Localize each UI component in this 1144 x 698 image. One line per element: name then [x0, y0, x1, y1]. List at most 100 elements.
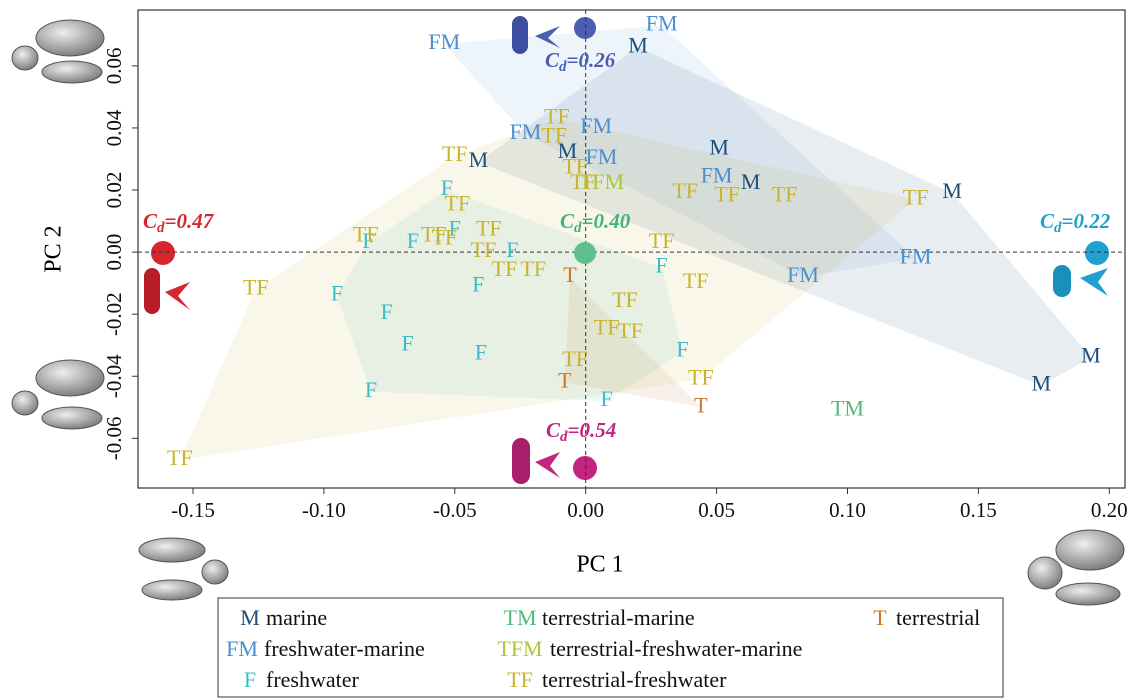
point-marker: M	[469, 147, 489, 172]
annotation-part: d	[560, 429, 568, 445]
cd-annotation: Cd=0.26	[545, 48, 616, 76]
annotation-part: C	[143, 209, 158, 233]
point-marker: FM	[580, 113, 612, 138]
x-tick-label: 0.05	[698, 498, 735, 522]
point-marker: T	[694, 392, 708, 417]
y-axis-label: PC 2	[41, 225, 67, 272]
cd-annotation: Cd=0.40	[560, 209, 631, 237]
point-marker: TF	[520, 256, 546, 281]
point-marker: TF	[442, 141, 468, 166]
point-marker: TF	[544, 104, 570, 129]
point-marker: FM	[900, 243, 932, 268]
point-marker: M	[741, 169, 761, 194]
center-icon	[574, 242, 596, 264]
point-marker: TF	[541, 122, 567, 147]
cd-annotation: Cd=0.47	[143, 209, 215, 237]
point-marker: F	[676, 336, 688, 361]
point-marker: T	[558, 368, 572, 393]
point-marker: TF	[476, 215, 502, 240]
point-marker: F	[407, 228, 419, 253]
legend-marker: M	[240, 605, 260, 630]
point-marker: TF	[431, 225, 457, 250]
legend-label: terrestrial-marine	[542, 605, 695, 630]
legend-label: terrestrial-freshwater-marine	[550, 636, 802, 661]
y-tick-label: -0.06	[102, 416, 126, 460]
shape-icons	[11, 19, 1125, 606]
x-tick-label: -0.05	[433, 498, 477, 522]
legend-label: marine	[266, 605, 327, 630]
y-tick-label: 0.02	[102, 172, 126, 209]
point-marker: TF	[243, 274, 269, 299]
hulls	[179, 25, 1091, 461]
point-marker: F	[472, 271, 484, 296]
y-tick-label: -0.02	[102, 292, 126, 336]
y-tick-label: -0.04	[102, 354, 126, 398]
point-marker: F	[402, 330, 414, 355]
point-marker: TM	[831, 395, 864, 420]
annotation-part: d	[559, 59, 567, 75]
point-marker: TF	[683, 268, 709, 293]
legend-label: terrestrial-freshwater	[542, 667, 727, 692]
point-marker: TF	[562, 153, 588, 178]
point-marker: F	[601, 386, 613, 411]
point-marker: TF	[471, 237, 497, 262]
point-marker: TF	[612, 287, 638, 312]
point-marker: TF	[167, 445, 193, 470]
annotation-part: d	[157, 220, 165, 236]
x-axis-label: PC 1	[576, 552, 623, 578]
legend-marker: F	[244, 667, 256, 692]
point-marker: TF	[570, 169, 596, 194]
point-marker: F	[449, 215, 461, 240]
annotation-part: d	[574, 220, 582, 236]
x-tick-label: -0.10	[302, 498, 346, 522]
cd-annotation: Cd=0.22	[1040, 209, 1111, 237]
legend-frame	[217, 597, 1004, 698]
point-marker: TF	[714, 181, 740, 206]
group-hull	[179, 118, 916, 461]
annotation-part: =0.26	[567, 48, 616, 72]
point-marker: TF	[649, 228, 675, 253]
legend-label: terrestrial	[896, 605, 980, 630]
point-marker: TF	[617, 318, 643, 343]
annotation-part: C	[560, 209, 575, 233]
point-marker: TF	[562, 346, 588, 371]
cd-annotation: Cd=0.54	[546, 418, 616, 446]
annotation-part: =0.40	[582, 209, 631, 233]
annotation-part: =0.47	[165, 209, 215, 233]
point-marker: TF	[353, 222, 379, 247]
point-marker: M	[628, 32, 648, 57]
group-hull	[444, 25, 916, 277]
legend-marker: FM	[226, 636, 258, 661]
annotation-part: C	[545, 48, 560, 72]
legend-marker: TM	[504, 605, 537, 630]
annotation-part: d	[1054, 220, 1062, 236]
point-marker: FM	[701, 163, 733, 188]
point-marker: F	[331, 281, 343, 306]
annotation-part: =0.54	[568, 418, 617, 442]
y-tick-label: 0.04	[102, 109, 126, 146]
group-hull	[564, 276, 701, 408]
point-marker: F	[441, 175, 453, 200]
x-tick-label: 0.15	[960, 498, 997, 522]
annotation-part: =0.22	[1062, 209, 1111, 233]
annotation-part: C	[546, 418, 561, 442]
point-marker: FM	[510, 119, 542, 144]
point-marker: TF	[445, 191, 471, 216]
point-marker: FM	[646, 11, 678, 36]
legend-label: freshwater	[266, 667, 360, 692]
group-hull	[478, 47, 1091, 386]
point-marker: M	[1031, 371, 1051, 396]
x-tick-label: 0.00	[567, 498, 604, 522]
y-tick-label: 0.06	[102, 47, 126, 84]
point-marker: F	[475, 340, 487, 365]
point-marker: F	[365, 377, 377, 402]
point-marker: FM	[585, 144, 617, 169]
point-marker: M	[558, 138, 578, 163]
point-marker: TF	[421, 222, 447, 247]
point-marker: TF	[672, 178, 698, 203]
x-tick-label: 0.10	[829, 498, 866, 522]
legend-marker: TFM	[497, 636, 542, 661]
point-marker: F	[362, 228, 374, 253]
point-marker: M	[1081, 343, 1101, 368]
